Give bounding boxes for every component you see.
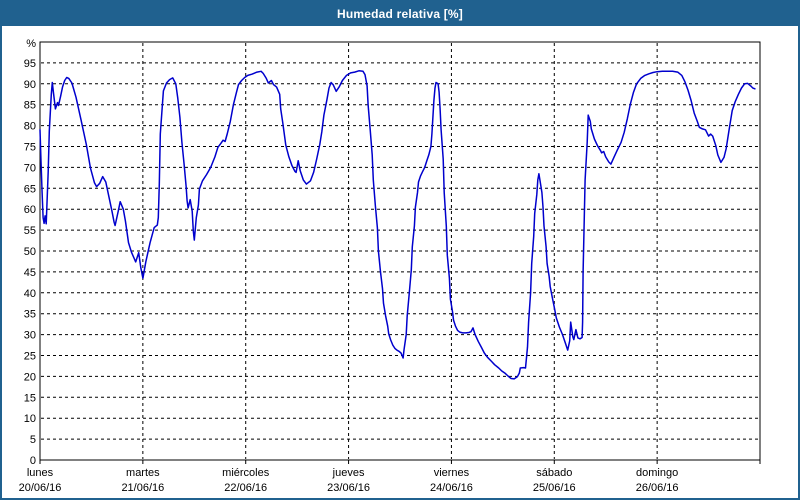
svg-text:85: 85 bbox=[24, 100, 36, 112]
svg-text:35: 35 bbox=[24, 309, 36, 321]
date-label: 25/06/16 bbox=[533, 482, 576, 494]
y-axis-unit-label: % bbox=[26, 38, 36, 50]
svg-text:80: 80 bbox=[24, 121, 36, 133]
chart-area: 0 5 10 15 20 25 30 35 40 45 50 55 60 65 70 75 80 85 90 95% l… bbox=[2, 26, 798, 498]
svg-text:45: 45 bbox=[24, 267, 36, 279]
date-label: 24/06/16 bbox=[430, 482, 473, 494]
svg-text:60: 60 bbox=[24, 204, 36, 216]
weekday-label: viernes bbox=[434, 467, 470, 479]
chart-title-bar: Humedad relativa [%] bbox=[2, 2, 798, 26]
svg-text:70: 70 bbox=[24, 162, 36, 174]
x-axis-labels: lunes 20/06/16 martes 21/06/16 miércoles 22/0… bbox=[19, 467, 679, 494]
x-axis-ticks bbox=[39, 460, 761, 464]
date-label: 23/06/16 bbox=[327, 482, 370, 494]
svg-text:65: 65 bbox=[24, 183, 36, 195]
svg-text:50: 50 bbox=[24, 246, 36, 258]
svg-text:0: 0 bbox=[30, 455, 36, 467]
humidity-line-chart: 0 5 10 15 20 25 30 35 40 45 50 55 60 65 70 75 80 85 90 95% l… bbox=[19, 38, 761, 494]
svg-text:5: 5 bbox=[30, 434, 36, 446]
date-label: 26/06/16 bbox=[636, 482, 679, 494]
y-axis-labels: 0 5 10 15 20 25 30 35 40 45 50 55 60 65 70 75 80 85 90 95% bbox=[24, 38, 36, 467]
humidity-series-line bbox=[39, 70, 756, 380]
svg-text:55: 55 bbox=[24, 225, 36, 237]
date-label: 22/06/16 bbox=[224, 482, 267, 494]
date-label: 21/06/16 bbox=[121, 482, 164, 494]
weekday-label: miércoles bbox=[222, 467, 270, 479]
svg-text:25: 25 bbox=[24, 351, 36, 363]
svg-text:90: 90 bbox=[24, 79, 36, 91]
svg-text:10: 10 bbox=[24, 413, 36, 425]
svg-text:40: 40 bbox=[24, 288, 36, 300]
svg-text:75: 75 bbox=[24, 142, 36, 154]
weekday-label: domingo bbox=[636, 467, 678, 479]
svg-text:20: 20 bbox=[24, 371, 36, 383]
svg-text:15: 15 bbox=[24, 392, 36, 404]
weekday-label: lunes bbox=[27, 467, 54, 479]
plot-border bbox=[39, 41, 761, 461]
date-label: 20/06/16 bbox=[19, 482, 62, 494]
weekday-label: jueves bbox=[332, 467, 365, 479]
svg-text:95: 95 bbox=[24, 58, 36, 70]
page-title: Humedad relativa [%] bbox=[336, 7, 464, 21]
weekday-label: sábado bbox=[536, 467, 572, 479]
weekday-label: martes bbox=[126, 467, 160, 479]
svg-text:30: 30 bbox=[24, 330, 36, 342]
